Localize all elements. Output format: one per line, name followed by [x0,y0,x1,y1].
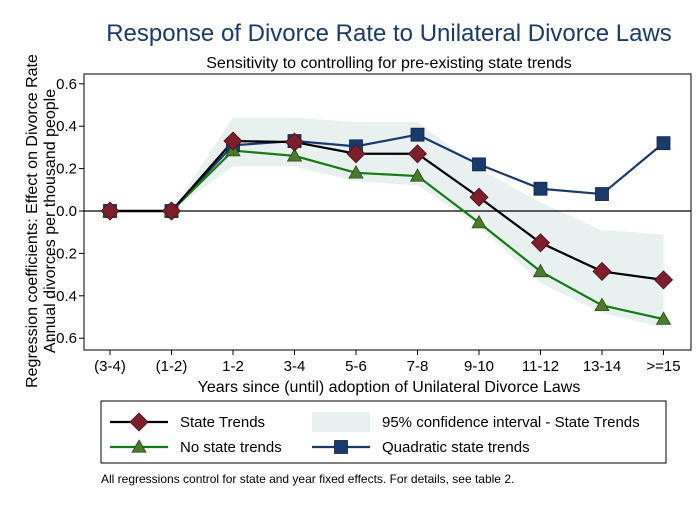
chart-subtitle: Sensitivity to controlling for pre-exist… [206,55,572,72]
y-tick-label: 0.2 [56,161,77,178]
y-tick-label: 0.6 [56,76,77,93]
legend: State Trends No state trends Quadratic sta… [100,400,667,464]
x-tick-label: (3-4) [94,358,126,375]
series-1-point [409,168,426,182]
y-axis-label-line1: Regression coefficients: Effect on Divor… [24,54,41,388]
series-1-point [286,148,303,162]
series-0-point [407,144,428,164]
x-tick-label: 7-8 [407,358,429,375]
x-tick-label: (1-2) [156,358,188,375]
series-1-point [348,165,364,179]
series-2-point [410,127,425,142]
legend-label: No state trends [180,439,282,456]
y-tick-label: -0.6 [51,330,77,347]
y-tick-label: -0.2 [51,245,77,262]
series-1-point [471,214,487,229]
x-tick-label: 5-6 [345,358,367,375]
series-1-point [532,263,549,278]
series-0-point [284,132,305,152]
legend-band-swatch [312,412,370,432]
y-tick-label: -0.4 [51,288,77,305]
y-tick-label: 0.4 [56,118,77,135]
series-0-point [653,270,674,290]
x-tick-label: >=15 [646,358,680,375]
series-0-point [592,261,612,281]
series-2-point [472,157,486,172]
legend-marker [129,412,149,432]
legend-label: Quadratic state trends [382,439,530,456]
series-0-point [469,187,489,207]
series-0-point [161,201,182,221]
x-axis-label: Years since (until) adoption of Unilater… [198,379,581,396]
x-tick-label: 1-2 [222,358,244,375]
y-tick-label: 0.0 [56,203,77,220]
series-2-point [656,136,671,151]
series-1-point [655,311,672,325]
series-line-0 [110,139,664,281]
legend-marker [131,439,147,453]
series-0-point [223,131,243,151]
legend-box [100,400,667,464]
series-2-point [595,187,609,201]
x-tick-label: 3-4 [284,358,306,375]
legend-label: 95% confidence interval - State Trends [382,414,640,431]
x-tick-label: 9-10 [464,358,494,375]
series-0-point [346,144,366,164]
plot-frame [83,73,692,351]
chart-title: Response of Divorce Rate to Unilateral D… [106,20,672,47]
series-0-point [530,233,551,253]
x-tick-label: 11-12 [522,358,559,375]
legend-label: State Trends [180,414,265,431]
legend-marker [334,440,348,454]
series-1-point [594,297,610,311]
series-0-point [100,201,120,221]
series-2-point [533,181,548,196]
y-axis-label-line2: Annual divorces per thousand people [42,89,59,353]
series-line-2 [110,133,665,213]
plot-area: -0.6 -0.4 -0.2 0.0 0.2 0.4 0.6 (3-4) (1-2) 1-2 3-4… [51,73,692,375]
chart-note: All regressions control for state and ye… [101,472,514,486]
series-line-1 [110,149,664,321]
x-tick-label: 13-14 [583,358,621,375]
